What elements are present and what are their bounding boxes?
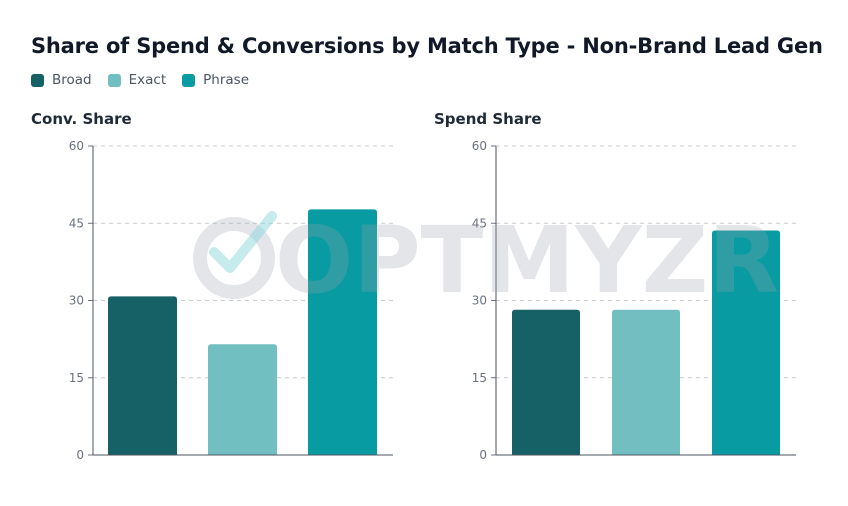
watermark-check-icon [209,211,277,273]
legend-item-broad[interactable]: Broad [31,72,92,88]
chart-title: Share of Spend & Conversions by Match Ty… [31,34,823,58]
legend-swatch-exact [107,73,121,87]
legend-swatch-phrase [182,73,196,87]
legend-item-phrase[interactable]: Phrase [182,72,249,88]
legend-label-phrase: Phrase [203,72,249,88]
bar-broad[interactable] [108,296,177,455]
y-tick-label: 15 [69,371,84,385]
legend-label-exact: Exact [128,72,167,88]
bar-exact[interactable] [208,344,277,455]
y-tick-label: 45 [472,216,487,230]
legend: Broad Exact Phrase [31,72,265,88]
spend-share-plot: 0 15 30 45 60 [472,139,796,462]
y-tick-label: 60 [69,139,84,153]
legend-item-exact[interactable]: Exact [107,72,167,88]
legend-label-broad: Broad [52,72,92,88]
y-tick-label: 45 [69,216,84,230]
y-tick-label: 15 [472,371,487,385]
spend-share-title: Spend Share [434,110,542,128]
bar-broad[interactable] [512,309,580,455]
conv-share-title: Conv. Share [31,110,132,128]
y-tick-label: 0 [479,448,487,462]
conv-share-plot: 0 15 30 45 60 [69,139,393,462]
y-tick-label: 60 [472,139,487,153]
y-tick-label: 30 [472,294,487,308]
bar-phrase[interactable] [308,209,377,455]
bar-exact[interactable] [612,309,680,455]
y-tick-label: 0 [76,448,84,462]
watermark-ring-icon [193,217,275,299]
bar-phrase[interactable] [712,230,780,455]
legend-swatch-broad [31,73,44,87]
y-tick-label: 30 [69,294,84,308]
